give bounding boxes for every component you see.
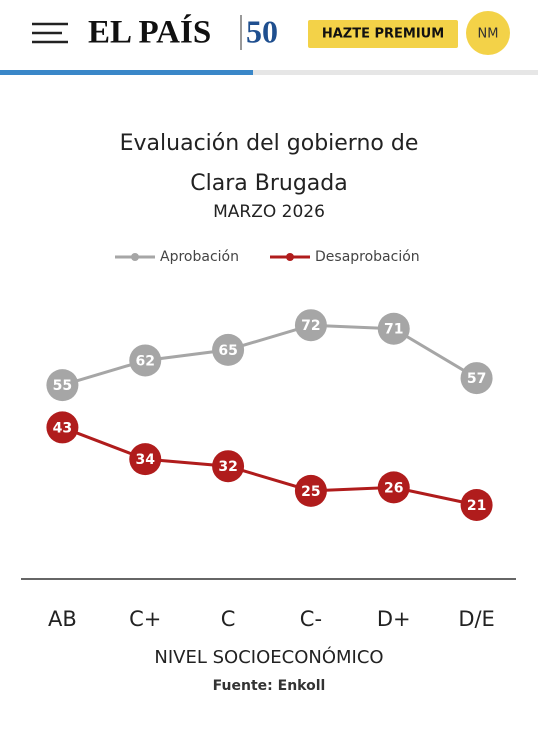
data-label: 55 xyxy=(53,378,72,394)
data-point xyxy=(294,309,327,342)
legend-label: Aprobación xyxy=(160,249,239,265)
data-point xyxy=(377,312,410,345)
data-point xyxy=(46,369,79,402)
data-point xyxy=(460,362,493,395)
data-point xyxy=(212,450,245,483)
x-tick-label: AB xyxy=(48,607,77,631)
data-point xyxy=(294,474,327,507)
series-line xyxy=(61,426,477,507)
data-label: 71 xyxy=(384,322,403,338)
data-label: 26 xyxy=(384,480,403,496)
premium-button[interactable]: HAZTE PREMIUM xyxy=(322,27,444,42)
logo[interactable]: EL PAÍS xyxy=(88,14,211,51)
premium-button-bg[interactable] xyxy=(308,20,458,48)
data-point xyxy=(212,333,245,366)
legend-marker xyxy=(131,253,139,261)
data-point xyxy=(129,443,162,476)
legend-marker xyxy=(286,253,294,261)
chart-source: Fuente: Enkoll xyxy=(213,678,326,694)
data-label: 65 xyxy=(218,343,237,359)
data-label: 21 xyxy=(467,498,486,514)
data-label: 43 xyxy=(53,420,72,436)
data-label: 72 xyxy=(301,318,320,334)
data-point xyxy=(460,488,493,521)
legend-label: Desaprobación xyxy=(315,249,420,265)
data-label: 62 xyxy=(136,353,155,369)
data-label: 25 xyxy=(301,484,320,500)
data-point xyxy=(129,344,162,377)
progress-track xyxy=(0,70,538,75)
progress-bar xyxy=(0,70,253,75)
x-tick-label: D/E xyxy=(458,607,495,631)
data-label: 57 xyxy=(467,371,486,387)
user-avatar[interactable] xyxy=(466,11,510,55)
logo-badge: 50 xyxy=(246,13,278,49)
x-tick-label: C+ xyxy=(129,607,161,631)
x-axis-label: NIVEL SOCIOECONÓMICO xyxy=(154,646,383,668)
chart-subtitle: MARZO 2026 xyxy=(213,202,325,222)
menu-button[interactable] xyxy=(28,18,72,48)
data-point xyxy=(46,411,79,444)
x-tick-label: C xyxy=(221,607,236,631)
x-tick-label: C- xyxy=(300,607,322,631)
series-line xyxy=(61,323,478,387)
x-tick-label: D+ xyxy=(377,607,411,631)
data-point xyxy=(377,471,410,504)
user-initials[interactable]: NM xyxy=(478,27,499,42)
data-label: 32 xyxy=(218,459,237,475)
data-label: 34 xyxy=(136,452,156,468)
chart-title: Evaluación del gobierno de Clara Brugada xyxy=(119,131,419,196)
